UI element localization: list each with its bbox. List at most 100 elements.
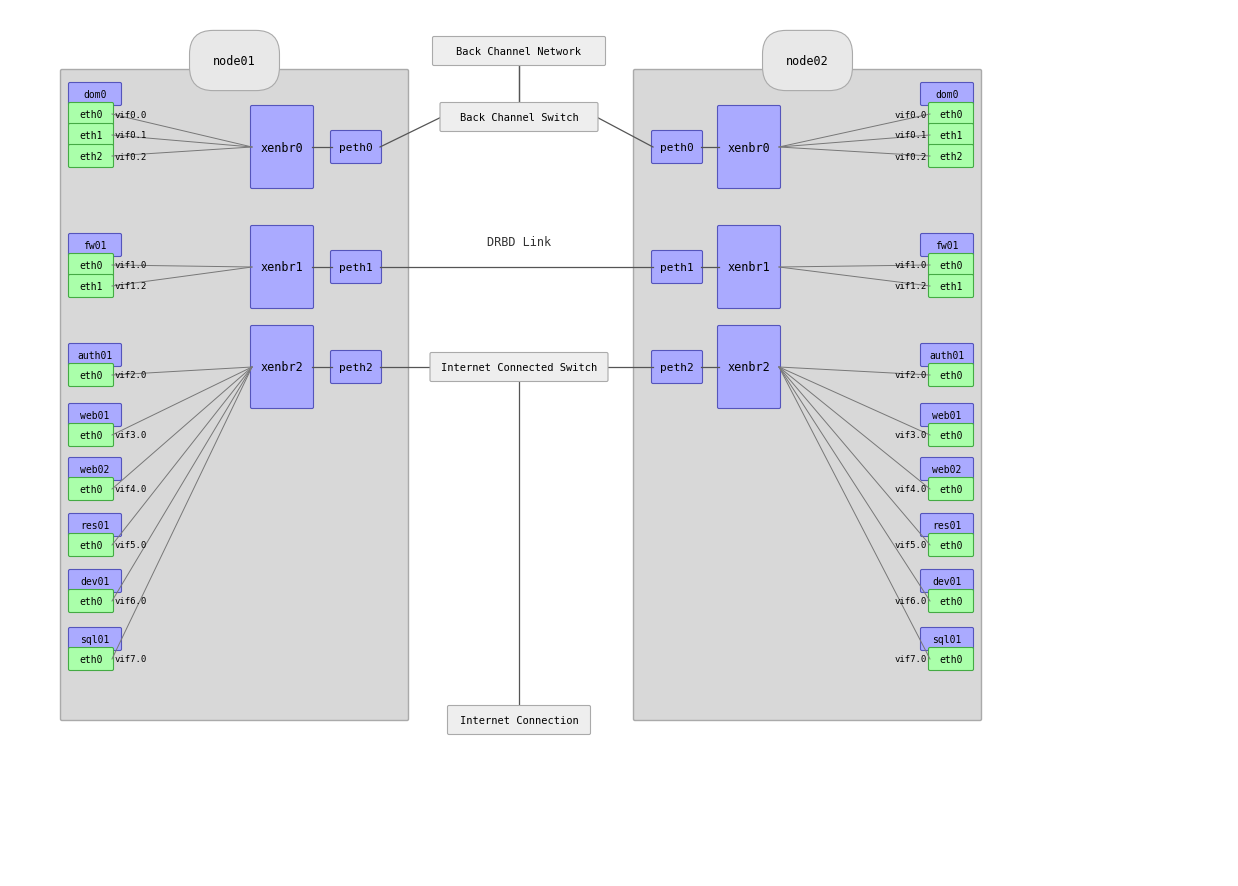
Text: fw01: fw01 [935, 241, 958, 251]
FancyBboxPatch shape [430, 354, 608, 382]
Text: eth0: eth0 [940, 431, 963, 440]
FancyBboxPatch shape [68, 276, 114, 299]
Text: eth2: eth2 [79, 152, 103, 162]
Text: fw01: fw01 [83, 241, 106, 251]
Text: vif1.2: vif1.2 [895, 282, 927, 291]
FancyBboxPatch shape [331, 252, 381, 284]
FancyBboxPatch shape [651, 131, 702, 164]
FancyBboxPatch shape [331, 131, 381, 164]
Text: Internet Connection: Internet Connection [459, 715, 578, 725]
FancyBboxPatch shape [68, 404, 121, 427]
Text: peth0: peth0 [660, 143, 693, 152]
Text: vif4.0: vif4.0 [895, 485, 927, 494]
FancyBboxPatch shape [921, 458, 973, 481]
FancyBboxPatch shape [921, 404, 973, 427]
Text: vif1.0: vif1.0 [115, 261, 147, 270]
Text: eth0: eth0 [940, 485, 963, 494]
FancyBboxPatch shape [68, 124, 114, 147]
Text: peth1: peth1 [660, 263, 693, 273]
FancyBboxPatch shape [68, 458, 121, 481]
Text: vif6.0: vif6.0 [115, 597, 147, 606]
FancyBboxPatch shape [928, 145, 973, 168]
Text: vif1.2: vif1.2 [115, 282, 147, 291]
FancyBboxPatch shape [921, 83, 973, 106]
Text: vif0.1: vif0.1 [115, 131, 147, 140]
Text: vif5.0: vif5.0 [895, 540, 927, 550]
FancyBboxPatch shape [68, 364, 114, 387]
Text: vif7.0: vif7.0 [115, 655, 147, 664]
Text: eth2: eth2 [940, 152, 963, 162]
Text: xenbr0: xenbr0 [261, 142, 303, 154]
Text: Back Channel Network: Back Channel Network [457, 47, 582, 57]
Text: vif5.0: vif5.0 [115, 540, 147, 550]
Text: eth0: eth0 [79, 431, 103, 440]
Text: vif1.0: vif1.0 [895, 261, 927, 270]
Text: web01: web01 [932, 410, 962, 421]
FancyBboxPatch shape [651, 252, 702, 284]
Text: eth0: eth0 [79, 110, 103, 120]
Text: eth0: eth0 [940, 596, 963, 606]
FancyBboxPatch shape [928, 124, 973, 147]
Text: web02: web02 [932, 464, 962, 475]
FancyBboxPatch shape [250, 106, 313, 190]
Text: vif3.0: vif3.0 [115, 431, 147, 440]
FancyBboxPatch shape [250, 326, 313, 409]
Text: sql01: sql01 [932, 634, 962, 644]
Text: res01: res01 [932, 520, 962, 531]
Text: eth1: eth1 [940, 282, 963, 291]
Text: web01: web01 [80, 410, 110, 421]
Text: vif6.0: vif6.0 [895, 597, 927, 606]
Text: vif2.0: vif2.0 [115, 371, 147, 380]
Text: xenbr1: xenbr1 [728, 261, 770, 274]
FancyBboxPatch shape [61, 70, 409, 720]
FancyBboxPatch shape [68, 424, 114, 447]
FancyBboxPatch shape [68, 104, 114, 127]
Text: vif0.2: vif0.2 [115, 152, 147, 161]
FancyBboxPatch shape [634, 70, 982, 720]
Text: eth0: eth0 [79, 596, 103, 606]
FancyBboxPatch shape [68, 344, 121, 367]
FancyBboxPatch shape [68, 478, 114, 501]
Text: peth1: peth1 [339, 263, 373, 273]
Text: vif2.0: vif2.0 [895, 371, 927, 380]
FancyBboxPatch shape [928, 534, 973, 557]
FancyBboxPatch shape [331, 351, 381, 384]
FancyBboxPatch shape [928, 276, 973, 299]
FancyBboxPatch shape [68, 83, 121, 106]
Text: xenbr2: xenbr2 [728, 361, 770, 374]
Text: peth2: peth2 [660, 362, 693, 373]
Text: eth1: eth1 [79, 282, 103, 291]
Text: xenbr2: xenbr2 [261, 361, 303, 374]
Text: auth01: auth01 [930, 351, 964, 361]
FancyBboxPatch shape [651, 351, 702, 384]
Text: eth1: eth1 [940, 131, 963, 141]
Text: eth0: eth0 [940, 540, 963, 550]
FancyBboxPatch shape [432, 37, 605, 66]
FancyBboxPatch shape [68, 628, 121, 650]
FancyBboxPatch shape [928, 478, 973, 501]
Text: eth0: eth0 [940, 654, 963, 664]
Text: res01: res01 [80, 520, 110, 531]
FancyBboxPatch shape [928, 648, 973, 671]
Text: eth0: eth0 [940, 260, 963, 271]
FancyBboxPatch shape [68, 534, 114, 557]
FancyBboxPatch shape [718, 326, 780, 409]
FancyBboxPatch shape [928, 590, 973, 613]
FancyBboxPatch shape [921, 628, 973, 650]
FancyBboxPatch shape [921, 570, 973, 593]
Text: auth01: auth01 [77, 351, 113, 361]
Text: peth0: peth0 [339, 143, 373, 152]
FancyBboxPatch shape [718, 106, 780, 190]
FancyBboxPatch shape [439, 104, 598, 132]
FancyBboxPatch shape [68, 570, 121, 593]
FancyBboxPatch shape [68, 648, 114, 671]
FancyBboxPatch shape [68, 514, 121, 537]
Text: eth0: eth0 [79, 540, 103, 550]
Text: eth0: eth0 [79, 654, 103, 664]
FancyBboxPatch shape [718, 226, 780, 309]
Text: peth2: peth2 [339, 362, 373, 373]
FancyBboxPatch shape [921, 234, 973, 257]
Text: node01: node01 [213, 55, 256, 68]
FancyBboxPatch shape [928, 364, 973, 387]
FancyBboxPatch shape [250, 226, 313, 309]
